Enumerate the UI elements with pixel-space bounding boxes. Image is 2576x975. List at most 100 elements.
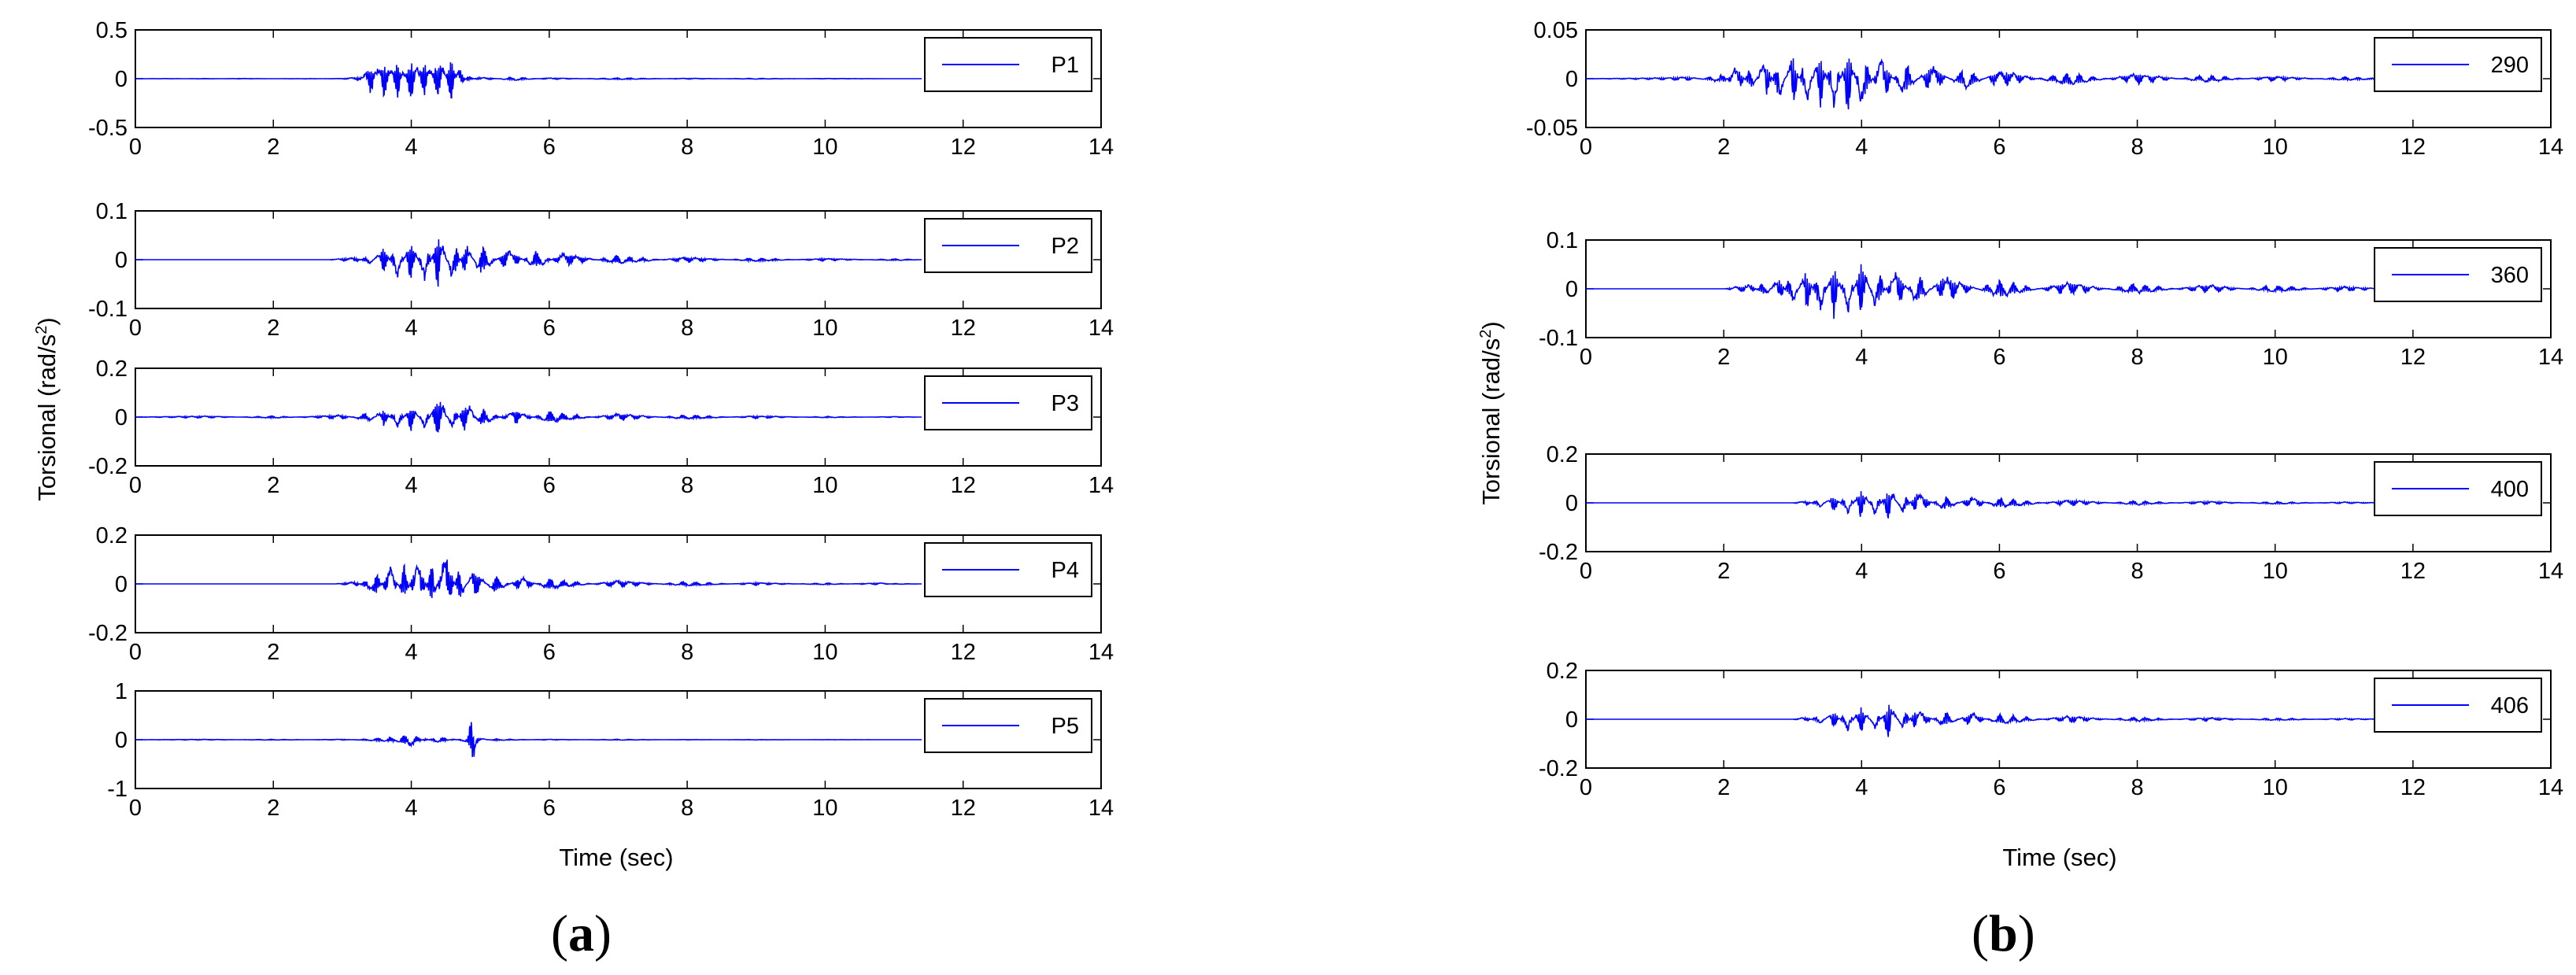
x-tick-label: 2 — [1717, 135, 1730, 160]
x-tick-label: 14 — [1088, 640, 1114, 665]
y-tick-label: 0 — [1565, 491, 1578, 516]
series-line-P2 — [135, 239, 922, 287]
ylabel-a: Torsional (rad/s2) — [33, 317, 61, 500]
x-tick-label: 14 — [1088, 796, 1114, 821]
legend: P4 — [924, 542, 1092, 597]
ylabel-b-main: Torsional (rad/s — [1477, 338, 1505, 505]
x-tick-label: 8 — [2131, 559, 2144, 584]
x-tick-label: 6 — [543, 473, 556, 498]
y-tick-label: 0 — [115, 248, 128, 273]
subplot-4: 0 2 4 6 8 10 12 14-0.200.2P4 — [88, 523, 1114, 665]
x-tick-label: 10 — [2263, 775, 2288, 800]
y-tick-label: 0.1 — [1547, 228, 1578, 253]
x-tick-label: 8 — [681, 316, 693, 341]
y-tick-label: -0.1 — [88, 297, 128, 322]
series-line-406 — [1586, 704, 2517, 737]
x-tick-label: 10 — [2263, 345, 2288, 370]
x-tick-label: 2 — [1717, 559, 1730, 584]
x-tick-label: 8 — [2131, 345, 2144, 370]
legend: P5 — [924, 698, 1092, 753]
x-tick-label: 6 — [543, 796, 556, 821]
panel-b-open: ( — [1972, 905, 1989, 962]
y-tick-label: 0 — [1565, 67, 1578, 92]
ylabel-b-sup: 2 — [1477, 330, 1495, 338]
subplot-2: 0 2 4 6 8 10 12 14-0.100.1P2 — [88, 199, 1114, 341]
y-tick-label: 0 — [115, 728, 128, 753]
ylabel-a-end: ) — [33, 317, 61, 325]
x-tick-label: 4 — [405, 316, 418, 341]
x-tick-label: 12 — [951, 316, 976, 341]
x-tick-label: 0 — [1580, 775, 1592, 800]
x-tick-label: 8 — [681, 640, 693, 665]
series-line-290 — [1586, 57, 2517, 109]
y-tick-label: -0.2 — [88, 621, 128, 646]
x-tick-label: 4 — [1855, 775, 1868, 800]
x-tick-label: 6 — [1993, 345, 2005, 370]
x-tick-label: 10 — [812, 640, 837, 665]
x-tick-label: 12 — [951, 473, 976, 498]
x-tick-label: 4 — [1855, 345, 1868, 370]
ylabel-b: Torsional (rad/s2) — [1477, 321, 1505, 504]
subplot-1: 0 2 4 6 8 10 12 14-0.500.5P1 — [88, 18, 1114, 160]
x-tick-label: 8 — [2131, 775, 2144, 800]
x-tick-label: 2 — [267, 473, 279, 498]
y-tick-label: -0.2 — [88, 454, 128, 479]
legend: 290 — [2374, 37, 2542, 92]
y-tick-label: 0 — [1565, 707, 1578, 733]
x-tick-label: 4 — [1855, 559, 1868, 584]
x-tick-label: 12 — [2400, 775, 2426, 800]
x-tick-label: 4 — [405, 640, 418, 665]
x-tick-label: 10 — [812, 796, 837, 821]
series-line-P1 — [135, 62, 922, 99]
y-tick-label: 0 — [1565, 277, 1578, 302]
panel-label-a: (a) — [551, 905, 612, 962]
y-tick-label: 0.05 — [1534, 18, 1578, 43]
y-tick-label: 0.5 — [96, 18, 128, 43]
panel-label-b: (b) — [1972, 905, 2035, 962]
y-tick-label: -0.2 — [1539, 540, 1578, 565]
x-tick-label: 8 — [681, 473, 693, 498]
series-line-P5 — [135, 722, 922, 758]
x-tick-label: 2 — [267, 316, 279, 341]
x-tick-label: 14 — [2538, 135, 2563, 160]
legend: P2 — [924, 218, 1092, 273]
x-tick-label: 10 — [812, 135, 837, 160]
legend-label: P2 — [1051, 234, 1079, 259]
series-line-360 — [1586, 264, 2517, 319]
x-tick-label: 0 — [129, 796, 142, 821]
x-tick-label: 0 — [129, 316, 142, 341]
y-tick-label: 1 — [115, 679, 128, 704]
y-tick-label: -0.5 — [88, 116, 128, 141]
ylabel-a-sup: 2 — [33, 326, 50, 334]
x-tick-label: 4 — [405, 796, 418, 821]
y-tick-label: 0.2 — [1547, 659, 1578, 684]
legend: 400 — [2374, 461, 2542, 516]
y-tick-label: 0 — [115, 405, 128, 430]
x-tick-label: 0 — [1580, 345, 1592, 370]
legend-label: 406 — [2491, 693, 2529, 718]
x-tick-label: 14 — [2538, 775, 2563, 800]
panel-b-letter: b — [1989, 905, 2018, 962]
ylabel-a-main: Torsional (rad/s — [33, 334, 61, 501]
xlabel-b: Time (sec) — [2002, 844, 2116, 871]
y-tick-label: -0.05 — [1526, 116, 1578, 141]
x-tick-label: 12 — [2400, 135, 2426, 160]
ylabel-b-end: ) — [1477, 321, 1505, 329]
panel-a-open: ( — [551, 905, 568, 962]
legend-label: P3 — [1051, 391, 1079, 416]
legend-label: 290 — [2491, 53, 2529, 78]
y-tick-label: 0 — [115, 572, 128, 597]
x-tick-label: 12 — [2400, 345, 2426, 370]
x-tick-label: 0 — [1580, 559, 1592, 584]
x-tick-label: 6 — [543, 316, 556, 341]
x-tick-label: 2 — [1717, 775, 1730, 800]
y-tick-label: -1 — [107, 777, 128, 802]
x-tick-label: 10 — [812, 473, 837, 498]
subplot-3: 0 2 4 6 8 10 12 14-0.200.2P3 — [88, 356, 1114, 498]
series-line-400 — [1586, 491, 2517, 519]
y-tick-label: 0.2 — [1547, 442, 1578, 467]
